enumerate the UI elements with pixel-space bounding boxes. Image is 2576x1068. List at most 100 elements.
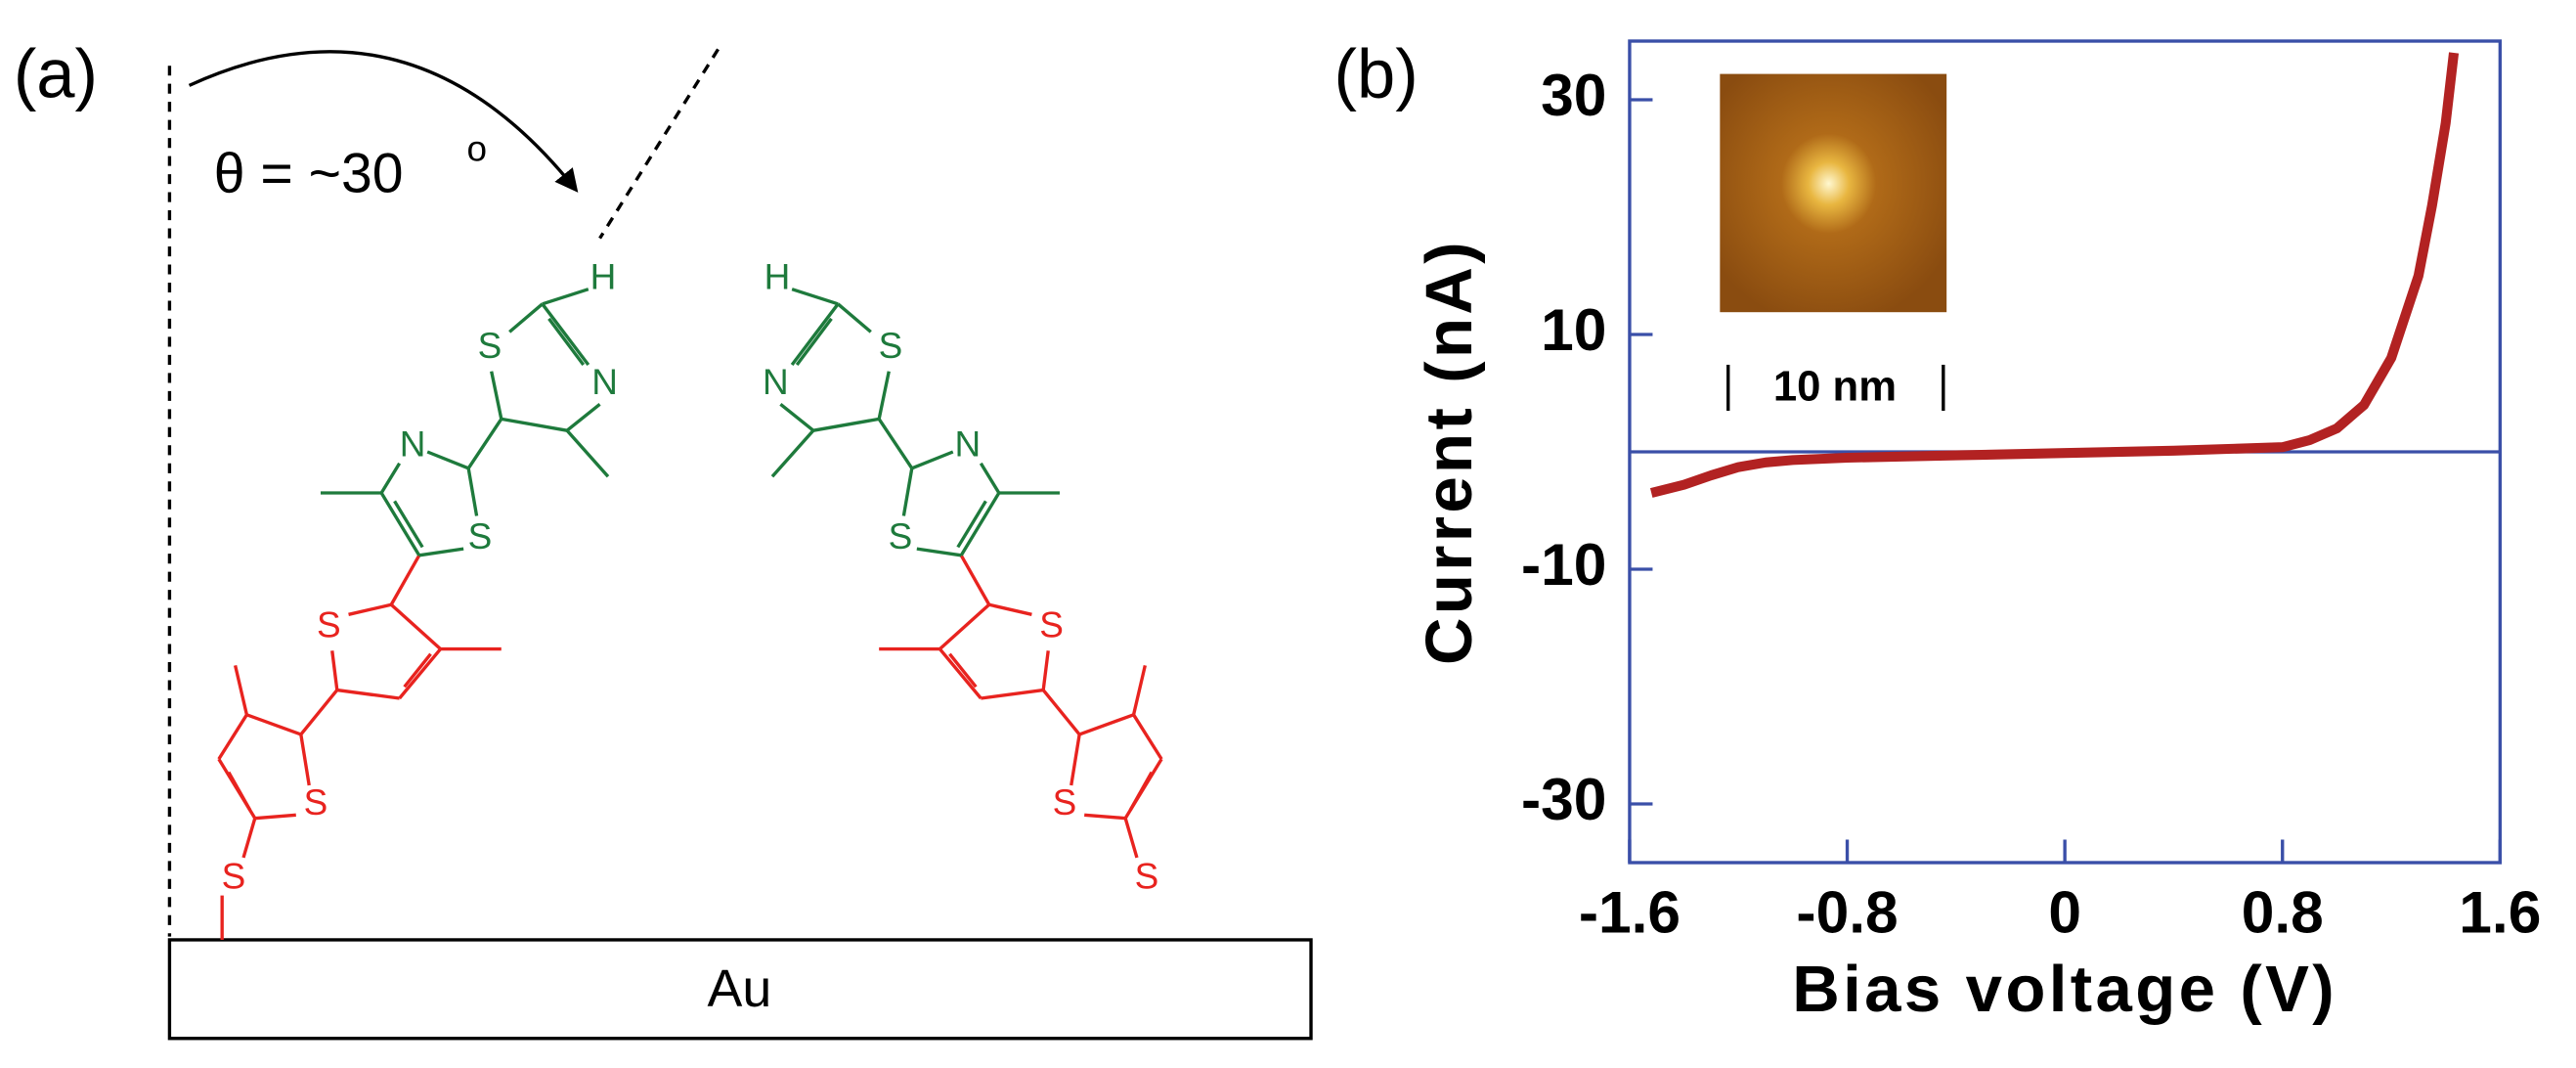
bond xyxy=(254,813,296,821)
bond xyxy=(542,288,589,306)
bond xyxy=(1078,713,1135,736)
bond xyxy=(812,417,880,432)
bond xyxy=(227,771,252,812)
bond xyxy=(770,429,815,478)
bond xyxy=(217,713,248,761)
bond xyxy=(541,302,590,366)
scale-label: 10 nm xyxy=(1773,363,1897,411)
x-tick-label: 0.8 xyxy=(2242,878,2324,945)
bond xyxy=(1131,665,1147,716)
bond xyxy=(348,602,392,616)
x-tick-label: 0 xyxy=(2048,878,2081,945)
bond xyxy=(336,688,400,700)
bond xyxy=(791,288,839,306)
gold-substrate xyxy=(167,938,1313,1041)
bond xyxy=(948,652,978,689)
panel-label: (b) xyxy=(1334,34,1419,111)
bond xyxy=(241,818,257,859)
bond xyxy=(379,462,402,494)
atom-label: S xyxy=(889,516,913,556)
bond xyxy=(565,402,601,432)
bond xyxy=(779,402,815,432)
bond xyxy=(795,317,833,366)
bond xyxy=(790,302,840,366)
angle-label: θ = ~30 xyxy=(214,143,404,205)
bond xyxy=(508,302,544,334)
bond xyxy=(393,500,424,549)
bond xyxy=(389,555,421,606)
bond xyxy=(330,650,339,690)
atom-label: H xyxy=(764,256,791,296)
chart: -30 -10 10 30 -1.6 -0.8 0 0.8 1.6 Bias voltage (V… xyxy=(1413,39,2541,1026)
y-tick-label: 30 xyxy=(1541,62,1606,128)
x-tick-label: -0.8 xyxy=(1796,878,1898,945)
bond xyxy=(1084,813,1126,821)
atom-label: S xyxy=(478,326,502,366)
bond xyxy=(837,302,872,334)
bond xyxy=(877,371,891,420)
atom-label: H xyxy=(590,256,617,296)
bond xyxy=(916,547,962,557)
bond xyxy=(1132,713,1163,761)
bond xyxy=(1041,689,1081,736)
bond xyxy=(418,547,464,557)
atom-label: S xyxy=(468,516,493,556)
bond xyxy=(959,492,1001,556)
atom-label: S xyxy=(317,605,341,645)
bond xyxy=(403,652,432,689)
bond xyxy=(245,713,302,736)
tilt-line xyxy=(598,48,720,240)
bond xyxy=(547,317,586,366)
bond xyxy=(390,602,442,650)
atom-label: N xyxy=(591,362,618,402)
x-tick-label: -1.6 xyxy=(1579,878,1681,945)
atom-label: N xyxy=(400,424,426,465)
atom-label: S xyxy=(1053,782,1077,823)
bond xyxy=(911,450,954,470)
y-tick-label: 10 xyxy=(1541,296,1606,363)
atom-label: N xyxy=(955,424,982,465)
x-tick-label: 1.6 xyxy=(2459,878,2541,945)
bond xyxy=(426,450,469,470)
afm-inset xyxy=(1720,73,1947,313)
data-line xyxy=(1649,52,2460,498)
panel-label: (a) xyxy=(14,34,98,111)
bond xyxy=(233,665,249,716)
bond xyxy=(565,429,610,478)
y-tick-label: -10 xyxy=(1521,531,1606,598)
bond xyxy=(1128,771,1154,812)
bond xyxy=(466,418,503,469)
bond xyxy=(1070,734,1081,786)
bond xyxy=(956,500,987,549)
bond xyxy=(501,417,568,432)
bond xyxy=(877,418,914,469)
substrate-label: Au xyxy=(708,959,772,1018)
bond xyxy=(299,689,339,736)
bond xyxy=(1123,818,1139,859)
bond xyxy=(939,647,982,700)
atom-label: S xyxy=(1039,605,1064,645)
molecules: S S S N S S N H S S S N S S N H xyxy=(217,256,1163,940)
atom-label: S xyxy=(1135,857,1159,897)
bond xyxy=(398,647,442,700)
bond xyxy=(901,467,914,516)
y-axis-label: Current (nA) xyxy=(1413,239,1486,665)
bond xyxy=(939,602,990,650)
bond xyxy=(299,734,311,786)
bond xyxy=(379,492,421,556)
x-axis-label: Bias voltage (V) xyxy=(1792,953,2337,1026)
atom-label: S xyxy=(879,326,903,366)
atom-label: N xyxy=(763,362,789,402)
angle-arrow xyxy=(188,50,579,193)
atom-label: S xyxy=(304,782,328,823)
bond xyxy=(979,462,1001,494)
atom-label: S xyxy=(222,857,246,897)
bond xyxy=(490,371,503,420)
bond xyxy=(981,688,1044,700)
bond xyxy=(988,602,1032,616)
angle-superscript: o xyxy=(467,128,488,168)
y-tick-label: -30 xyxy=(1521,766,1606,832)
bond xyxy=(959,555,991,606)
